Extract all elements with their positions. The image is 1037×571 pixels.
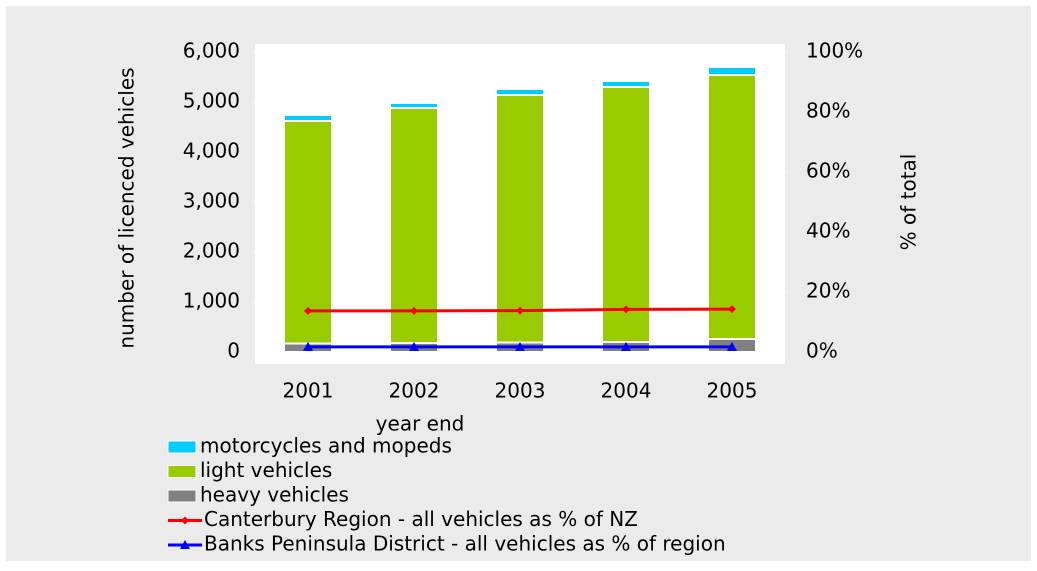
y2-tick-label: 100% (806, 39, 863, 63)
point (516, 306, 524, 315)
y2-tick-label: 40% (806, 219, 850, 243)
point (727, 341, 737, 351)
legend-marker (181, 516, 189, 525)
y-tick-label: 2,000 (183, 239, 240, 263)
x-tick-label: 2004 (601, 379, 652, 403)
y2-axis-title: % of total (897, 154, 921, 251)
bar (707, 74, 757, 340)
point (410, 306, 418, 315)
y2-tick-label: 20% (806, 279, 850, 303)
bar (707, 66, 757, 76)
bar (495, 88, 545, 96)
x-axis-title: year end (376, 412, 465, 436)
y-tick-label: 0 (227, 339, 240, 363)
y-axis-title: number of licenced vehicles (115, 67, 139, 348)
y-tick-label: 6,000 (183, 39, 240, 63)
legend-swatch (167, 440, 197, 454)
point (621, 341, 631, 351)
legend-marker (180, 540, 190, 549)
y-tick-label: 4,000 (183, 139, 240, 163)
y-tick-label: 1,000 (183, 289, 240, 313)
bar (601, 86, 651, 343)
y2-tick-label: 60% (806, 159, 850, 183)
y-tick-label: 5,000 (183, 89, 240, 113)
x-tick-label: 2001 (283, 379, 334, 403)
legend-label: Canterbury Region - all vehicles as % of… (204, 507, 638, 531)
point (728, 305, 736, 314)
bar (601, 80, 651, 88)
x-tick-label: 2003 (495, 379, 546, 403)
legend-swatch (167, 465, 197, 478)
bar (495, 94, 545, 344)
point (622, 305, 630, 314)
x-tick-label: 2005 (707, 379, 758, 403)
point (409, 341, 419, 351)
legend-label: heavy vehicles (200, 483, 349, 507)
point (304, 306, 312, 315)
bar (389, 102, 439, 109)
y2-tick-label: 80% (806, 99, 850, 123)
y2-tick-label: 0% (806, 339, 838, 363)
point (303, 341, 313, 351)
point (515, 341, 525, 351)
legend-label: Banks Peninsula District - all vehicles … (204, 532, 726, 556)
legend-swatch (167, 489, 197, 503)
legend-label: light vehicles (200, 458, 332, 482)
y-tick-label: 3,000 (183, 189, 240, 213)
x-tick-label: 2002 (389, 379, 440, 403)
bar (283, 114, 333, 122)
legend-label: motorcycles and mopeds (200, 434, 452, 458)
